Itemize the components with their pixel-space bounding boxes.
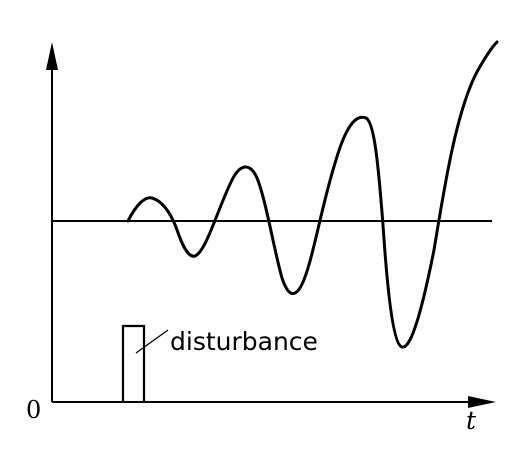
time-axis-label: t [466,406,477,435]
origin-label: 0 [26,396,41,424]
disturbance-leader-line [135,329,169,354]
vertical-axis-arrowhead [46,42,58,70]
disturbance-pulse [121,324,146,402]
oscillation-response-curve [126,40,499,349]
time-axis-arrowhead [468,396,496,408]
disturbance-label: disturbance [170,327,318,356]
